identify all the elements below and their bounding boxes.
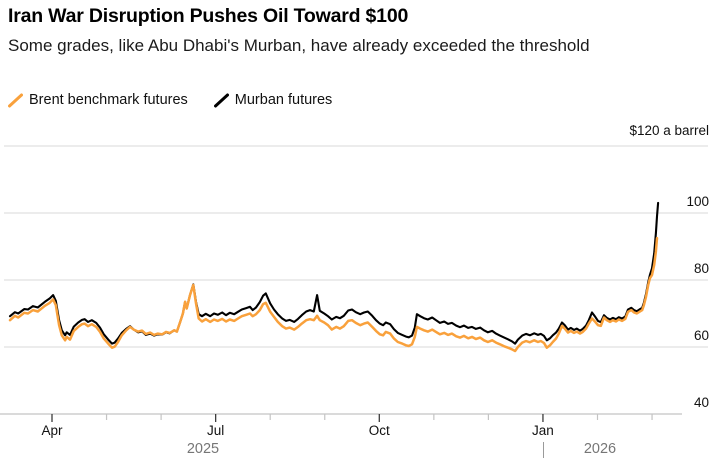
page-title: Iran War Disruption Pushes Oil Toward $1…: [8, 5, 409, 27]
year-label-2026: 2026: [583, 441, 617, 457]
y-axis-label-40: 40: [693, 395, 709, 410]
x-axis-label-jul: Jul: [207, 423, 225, 438]
chart-subtitle: Some grades, like Abu Dhabi's Murban, ha…: [8, 36, 590, 55]
year-label-2025: 2025: [186, 441, 220, 457]
legend-item-murban: Murban futures: [213, 92, 333, 108]
murban-line: [8, 201, 660, 345]
x-axis-label-apr: Apr: [41, 423, 63, 438]
brent-line-swatch-icon: [8, 93, 23, 107]
x-axis: [0, 413, 682, 422]
legend: Brent benchmark futures Murban futures: [8, 92, 332, 108]
legend-item-brent: Brent benchmark futures: [8, 92, 188, 108]
series-lines: [8, 201, 660, 353]
legend-label-brent: Brent benchmark futures: [29, 92, 188, 108]
gridlines: [4, 145, 708, 348]
x-axis-label-jan: Jan: [532, 423, 554, 438]
legend-label-murban: Murban futures: [234, 92, 333, 108]
y-axis-label-100: 100: [686, 194, 709, 209]
murban-line-swatch-icon: [213, 93, 229, 107]
year-divider: [542, 442, 544, 458]
x-axis-label-oct: Oct: [368, 423, 390, 438]
y-axis-label-80: 80: [693, 261, 709, 276]
y-axis-label-60: 60: [693, 328, 709, 343]
y-axis-unit-label: $120 a barrel: [629, 123, 709, 138]
brent-line: [8, 236, 659, 353]
